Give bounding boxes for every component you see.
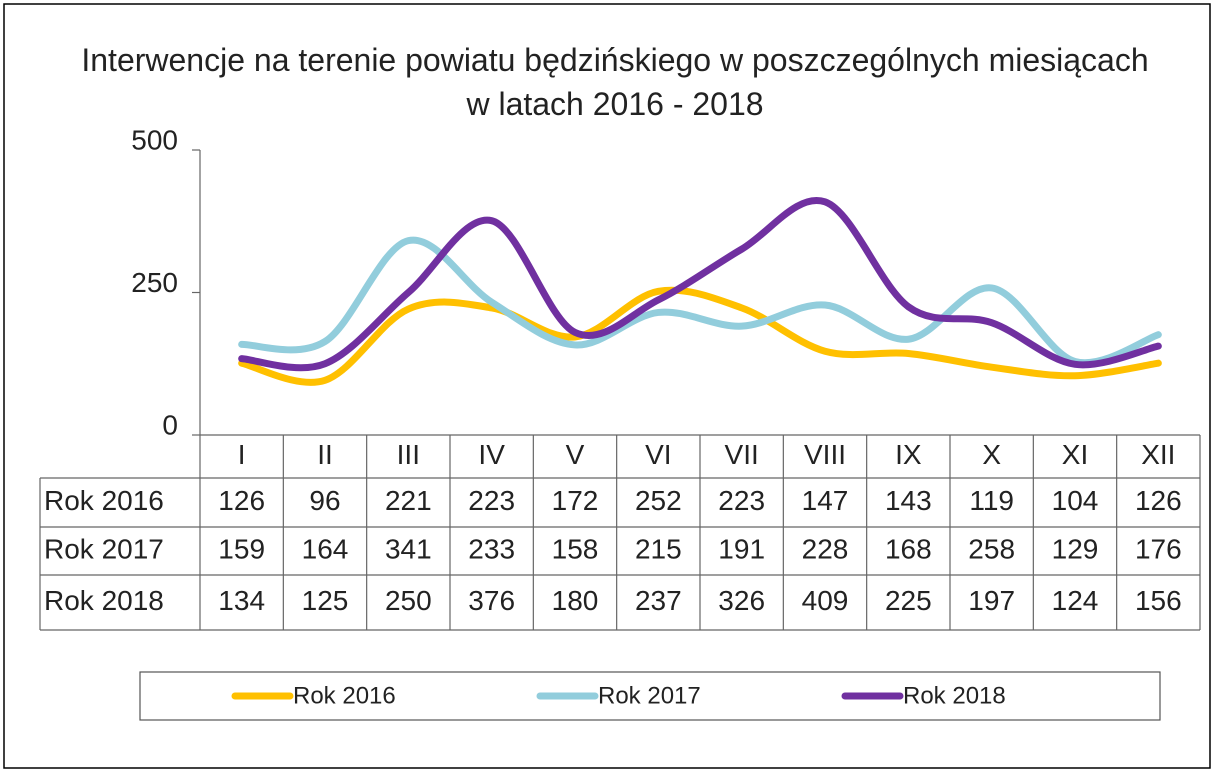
table-cell: 228	[802, 533, 849, 564]
table-cell: 376	[468, 585, 515, 616]
table-cell: 159	[218, 533, 265, 564]
table-cell: 119	[969, 485, 1014, 516]
table-cell: 126	[218, 485, 265, 516]
x-tick-label: IX	[895, 439, 922, 470]
series-line	[238, 236, 1162, 367]
table-cell: 143	[885, 485, 932, 516]
table-cell: 156	[1135, 585, 1182, 616]
x-tick-label: XI	[1062, 439, 1088, 470]
table-cell: 341	[385, 533, 432, 564]
x-tick-label: XII	[1141, 439, 1175, 470]
table-cell: 125	[302, 585, 349, 616]
x-tick-label: V	[566, 439, 585, 470]
x-tick-label: IV	[478, 439, 505, 470]
table-cell: 168	[885, 533, 932, 564]
y-tick-label: 250	[131, 267, 178, 298]
x-tick-label: VII	[725, 439, 759, 470]
table-cell: 233	[468, 533, 515, 564]
chart-border	[3, 3, 1211, 769]
table-cell: 223	[468, 485, 515, 516]
legend-label: Rok 2016	[293, 682, 396, 709]
table-cell: 326	[718, 585, 765, 616]
x-tick-label: VI	[645, 439, 671, 470]
table-cell: 409	[802, 585, 849, 616]
series-line	[238, 286, 1162, 386]
table-cell: 124	[1052, 585, 1099, 616]
table-cell: 126	[1135, 485, 1182, 516]
legend-label: Rok 2018	[903, 682, 1006, 709]
table-cell: 215	[635, 533, 682, 564]
x-tick-label: VIII	[804, 439, 846, 470]
table-cell: 96	[309, 485, 340, 516]
series-line	[238, 196, 1162, 372]
x-tick-label: X	[982, 439, 1001, 470]
table-cell: 134	[218, 585, 265, 616]
table-cell: 223	[718, 485, 765, 516]
table-cell: 250	[385, 585, 432, 616]
table-row-label: Rok 2016	[44, 485, 164, 516]
table-cell: 252	[635, 485, 682, 516]
table-cell: 172	[552, 485, 599, 516]
table-cell: 197	[968, 585, 1015, 616]
table-cell: 129	[1052, 533, 1099, 564]
table-cell: 225	[885, 585, 932, 616]
legend-label: Rok 2017	[598, 682, 701, 709]
x-tick-label: II	[317, 439, 333, 470]
table-row-label: Rok 2018	[44, 585, 164, 616]
table-cell: 221	[385, 485, 432, 516]
table-row-label: Rok 2017	[44, 533, 164, 564]
table-cell: 164	[302, 533, 349, 564]
table-cell: 237	[635, 585, 682, 616]
table-cell: 158	[552, 533, 599, 564]
table-cell: 191	[718, 533, 765, 564]
table-cell: 104	[1052, 485, 1099, 516]
legend-box	[139, 671, 1161, 721]
y-tick-label: 500	[131, 124, 178, 155]
table-cell: 180	[552, 585, 599, 616]
table-cell: 258	[968, 533, 1015, 564]
x-tick-label: I	[238, 439, 246, 470]
y-tick-label: 0	[162, 409, 178, 440]
chart-title: Interwencje na terenie powiatu będziński…	[81, 42, 1149, 122]
table-cell: 147	[802, 485, 849, 516]
table-cell: 176	[1135, 533, 1182, 564]
x-tick-label: III	[397, 439, 420, 470]
